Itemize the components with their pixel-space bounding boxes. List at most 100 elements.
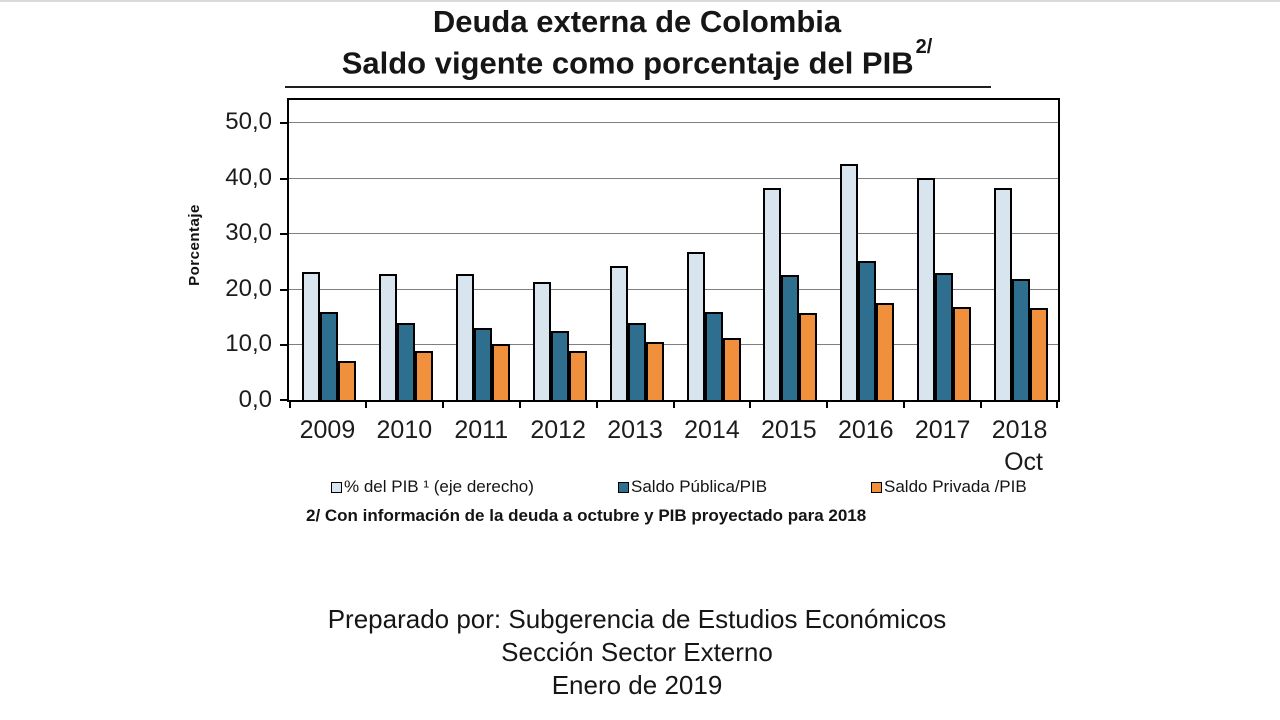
- x-tick-label-2018: 2018: [991, 416, 1048, 444]
- legend-swatch-saldo_publica: [618, 481, 629, 493]
- legend-swatch-saldo_privada: [871, 481, 882, 493]
- legend-item-saldo_publica: Saldo Pública/PIB: [618, 477, 767, 497]
- y-tick-label-30: 30,0: [225, 219, 272, 247]
- y-tick-40: [280, 177, 288, 180]
- x-tick-1: [364, 400, 367, 408]
- bar-group-2011: [443, 100, 520, 400]
- top-edge-divider: [0, 0, 1280, 2]
- bar-pib_total-2015: [763, 187, 782, 400]
- bar-saldo_privada-2010: [414, 350, 433, 400]
- bar-pib_total-2016: [840, 163, 859, 400]
- gridline-40: [289, 177, 1058, 179]
- legend-label-saldo_publica: Saldo Pública/PIB: [631, 477, 768, 496]
- y-tick-label-50: 50,0: [225, 108, 272, 136]
- bar-group-2016: [827, 100, 904, 400]
- bar-pib_total-2011: [455, 274, 474, 400]
- bar-saldo_publica-2014: [704, 312, 723, 400]
- x-tick-7: [826, 400, 829, 408]
- footer-line2: Sección Sector Externo: [501, 637, 773, 667]
- bar-saldo_privada-2015: [799, 313, 818, 400]
- footer-credits: Preparado por: Subgerencia de Estudios E…: [0, 603, 1274, 702]
- gridline-50: [289, 122, 1058, 124]
- x-tick-5: [672, 400, 675, 408]
- y-tick-0: [280, 399, 288, 401]
- bar-group-2010: [366, 100, 443, 400]
- bar-saldo_privada-2013: [645, 341, 664, 400]
- bar-group-2017: [904, 100, 981, 400]
- plot-area: [280, 98, 1060, 408]
- x-tick-2: [441, 400, 444, 408]
- x-tick-label-2015: 2015: [761, 416, 817, 444]
- bar-saldo_privada-2017: [953, 306, 972, 400]
- chart-footnote: 2/ Con información de la deuda a octubre…: [306, 506, 867, 525]
- bar-group-2018: [981, 100, 1058, 400]
- bar-group-2013: [597, 100, 674, 400]
- bar-saldo_publica-2012: [550, 331, 569, 400]
- x-tick-8: [903, 400, 906, 408]
- gridline-10: [289, 344, 1058, 346]
- legend-item-pib_total: % del PIB ¹ (eje derecho): [331, 477, 534, 497]
- y-tick-30: [280, 233, 288, 236]
- x-tick-label-2013: 2013: [607, 416, 663, 444]
- x-tick-label-2017: 2017: [914, 416, 971, 444]
- legend-item-saldo_privada: Saldo Privada /PIB: [871, 477, 1027, 497]
- legend-label-saldo_privada: Saldo Privada /PIB: [884, 477, 1027, 496]
- bar-saldo_publica-2017: [935, 272, 954, 400]
- bar-saldo_privada-2011: [491, 344, 510, 400]
- chart-title-line2: Saldo vigente como porcentaje del PIB 2/: [341, 36, 933, 81]
- y-tick-label-20: 20,0: [225, 274, 272, 302]
- x-tick-0: [289, 400, 291, 408]
- y-tick-label-40: 40,0: [225, 163, 272, 191]
- bar-saldo_publica-2010: [396, 322, 415, 400]
- footer-line3: Enero de 2019: [551, 670, 723, 700]
- x-tick-label-2011: 2011: [454, 416, 509, 444]
- bar-group-2012: [520, 100, 597, 400]
- legend-label-pib_total: % del PIB ¹ (eje derecho): [344, 477, 534, 496]
- bar-pib_total-2017: [917, 178, 936, 400]
- chart-title: Deuda externa de Colombia Saldo vigente …: [0, 4, 1274, 80]
- chart-title-line1: Deuda externa de Colombia: [432, 4, 842, 39]
- x-tick-label-2016: 2016: [837, 416, 894, 444]
- bar-pib_total-2013: [609, 265, 628, 400]
- x-tick-4: [595, 400, 598, 408]
- x-tick-9: [980, 400, 983, 408]
- x-tick-label-2012: 2012: [530, 416, 586, 444]
- bar-saldo_publica-2015: [781, 275, 800, 400]
- y-tick-label-10: 10,0: [225, 330, 272, 358]
- bar-saldo_privada-2016: [876, 302, 895, 400]
- footer-line1: Preparado por: Subgerencia de Estudios E…: [327, 604, 947, 634]
- bar-saldo_privada-2014: [722, 338, 741, 400]
- bar-saldo_privada-2018: [1030, 308, 1049, 400]
- legend-swatch-pib_total: [331, 481, 342, 493]
- bar-pib_total-2018: [994, 188, 1013, 400]
- bar-saldo_publica-2016: [858, 260, 877, 400]
- bar-group-2015: [750, 100, 827, 400]
- y-tick-10: [280, 344, 288, 347]
- bar-pib_total-2014: [686, 251, 705, 400]
- title-footnote-marker: 2/: [915, 36, 933, 58]
- bar-saldo_publica-2009: [320, 311, 338, 400]
- y-tick-50: [280, 122, 288, 125]
- bar-saldo_privada-2012: [568, 351, 587, 400]
- bar-pib_total-2010: [378, 274, 397, 400]
- bar-saldo_publica-2018: [1012, 279, 1031, 400]
- x-tick-10: [1056, 400, 1058, 408]
- x-sub-label-oct: Oct: [1004, 448, 1043, 476]
- x-tick-label-2014: 2014: [684, 416, 740, 444]
- bar-pib_total-2009: [302, 271, 320, 400]
- y-tick-label-0: 0,0: [238, 386, 272, 413]
- x-tick-6: [749, 400, 752, 408]
- gridline-20: [289, 288, 1058, 290]
- title-underline: [285, 86, 991, 88]
- bar-pib_total-2012: [532, 281, 551, 400]
- bar-saldo_publica-2013: [627, 323, 646, 400]
- bar-saldo_publica-2011: [473, 328, 492, 400]
- y-tick-20: [280, 288, 288, 291]
- x-tick-3: [518, 400, 521, 408]
- gridline-30: [289, 233, 1058, 235]
- x-tick-label-2009: 2009: [299, 416, 356, 444]
- x-tick-label-2010: 2010: [376, 416, 433, 444]
- bar-group-2009: [289, 100, 366, 400]
- bar-saldo_privada-2009: [338, 360, 356, 400]
